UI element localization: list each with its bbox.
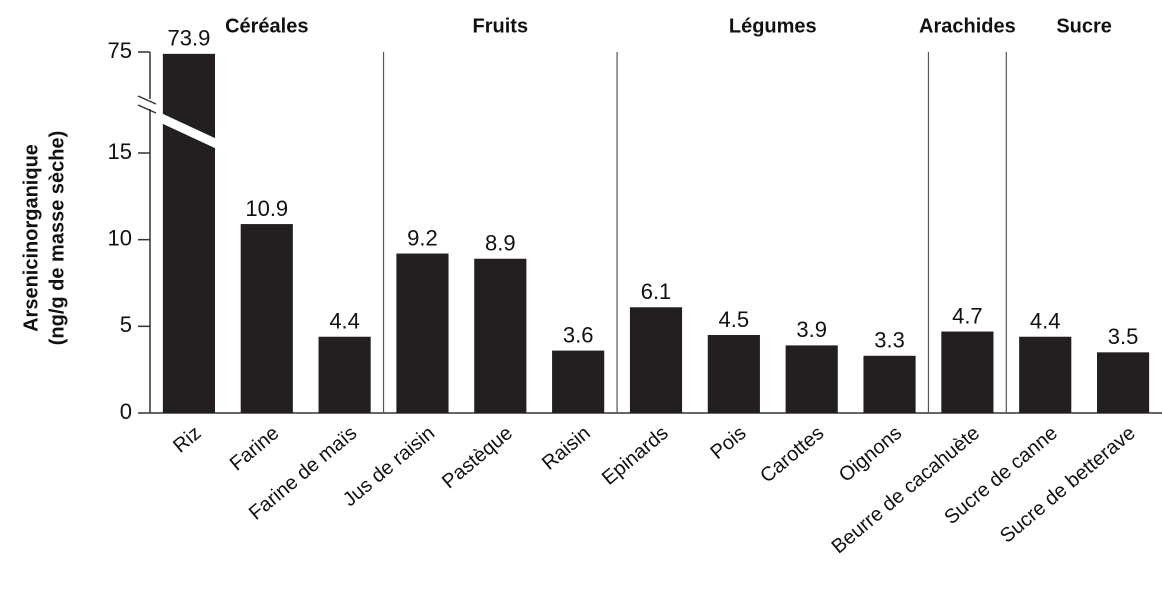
bar-break (158, 112, 220, 150)
value-label: 9.2 (407, 225, 438, 250)
group-label: Arachides (919, 15, 1016, 37)
axis-break-gap (142, 99, 158, 109)
value-label: 4.5 (719, 307, 750, 332)
x-tick-label-group: Oignons (835, 422, 906, 487)
y-tick-label: 75 (108, 38, 132, 63)
bar (240, 224, 293, 413)
value-label: 73.9 (168, 26, 211, 51)
x-tick-label: Epinards (598, 422, 673, 490)
value-label: 3.5 (1108, 324, 1139, 349)
x-tick-label-group: Raisin (538, 422, 595, 475)
y-axis-title-line: Arsenicinorganique (20, 144, 42, 332)
y-axis-title: Arsenicinorganique (ng/g de masse sèche) (20, 131, 68, 346)
axis-break-mark (137, 95, 157, 105)
bar (396, 253, 449, 413)
value-label: 4.4 (1030, 309, 1061, 334)
x-tick-label: Oignons (835, 422, 906, 487)
x-tick-label-group: Farine (226, 422, 284, 475)
y-tick-label: 10 (108, 225, 132, 250)
y-tick-label: 5 (120, 312, 132, 337)
bar (552, 350, 605, 413)
value-label: 3.9 (796, 317, 827, 342)
x-tick-label-group: Sucre de betterave (996, 422, 1140, 547)
x-tick-label: Pastèque (438, 422, 517, 493)
x-tick-label-group: Epinards (598, 422, 673, 490)
x-tick-label: Sucre de betterave (996, 422, 1140, 547)
value-label: 6.1 (641, 279, 672, 304)
value-label: 3.3 (874, 328, 905, 353)
group-label: Fruits (473, 15, 529, 37)
x-tick-label: Beurre de cacahuète (828, 422, 984, 558)
value-label: 10.9 (245, 196, 288, 221)
x-tick-label: Pois (707, 422, 751, 464)
bar (629, 307, 683, 413)
x-tick-label-group: Beurre de cacahuète (828, 422, 984, 558)
bar (474, 258, 527, 413)
value-label: 4.7 (952, 303, 983, 328)
group-label: Sucre (1056, 15, 1112, 37)
x-tick-label-group: Pois (707, 422, 751, 464)
x-tick-label: Carottes (756, 422, 828, 487)
bar (785, 345, 838, 413)
x-tick-label-group: Riz (169, 422, 205, 457)
value-label: 4.4 (329, 309, 360, 334)
bar (707, 335, 760, 413)
bar (863, 355, 916, 413)
bar (1019, 336, 1072, 413)
y-axis-title-line: (ng/g de masse sèche) (46, 131, 68, 346)
value-label: 8.9 (485, 231, 516, 256)
group-label: Céréales (225, 15, 308, 37)
x-tick-label-group: Pastèque (438, 422, 517, 493)
value-label: 3.6 (563, 322, 594, 347)
group-label: Légumes (729, 15, 817, 37)
bar (941, 331, 994, 413)
bar (162, 53, 216, 414)
x-tick-label: Raisin (538, 422, 595, 475)
x-tick-label: Farine (226, 422, 284, 475)
bar (318, 336, 371, 413)
x-tick-label-group: Carottes (756, 422, 828, 487)
y-tick-label: 15 (108, 139, 132, 164)
axis-break-mark (137, 104, 157, 114)
x-tick-label: Riz (169, 422, 205, 457)
y-tick-label: 0 (120, 399, 132, 424)
bar (1096, 352, 1150, 413)
